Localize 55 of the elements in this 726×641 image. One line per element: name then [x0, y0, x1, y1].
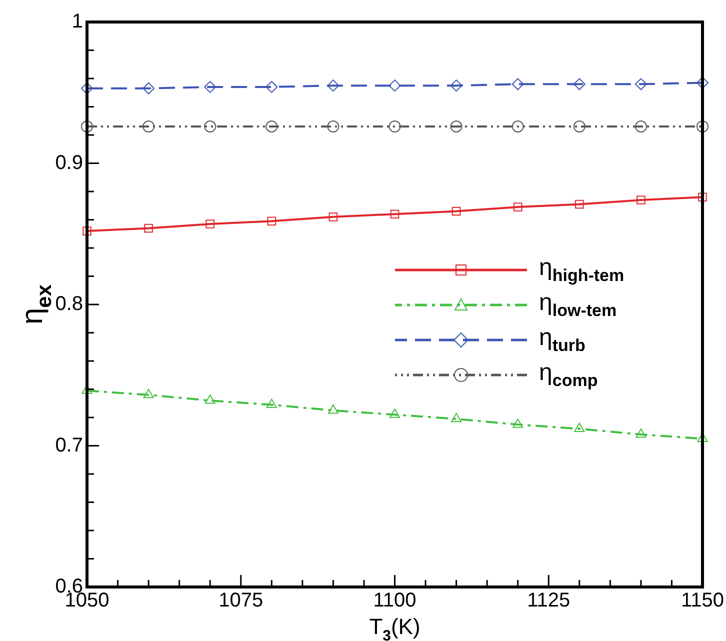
point	[204, 120, 216, 133]
point	[144, 224, 153, 233]
point	[452, 206, 461, 216]
point	[142, 120, 155, 133]
point	[142, 82, 155, 94]
legend-label: η$_{low-tem}$	[539, 288, 617, 320]
point	[575, 200, 584, 209]
point	[573, 78, 586, 90]
point	[573, 120, 586, 133]
point	[328, 212, 338, 222]
point	[267, 216, 276, 226]
point	[450, 80, 462, 92]
series-label: η$_{high-tem}$	[539, 254, 624, 286]
point	[512, 78, 524, 90]
point	[389, 408, 400, 418]
point	[696, 120, 708, 133]
point	[634, 78, 647, 90]
point	[204, 394, 216, 404]
x-tick-label: 1150	[680, 590, 724, 612]
point	[574, 422, 585, 432]
legend-label: η$_{turb}$	[539, 324, 586, 356]
legend-label: η$_{comp}$	[539, 358, 598, 390]
point	[698, 192, 707, 202]
y-tick-label: 0.7	[55, 434, 83, 456]
point	[636, 428, 646, 438]
point	[204, 80, 216, 93]
point	[450, 120, 462, 133]
point	[634, 120, 647, 133]
point	[328, 404, 338, 414]
point	[81, 82, 93, 94]
point	[266, 398, 277, 408]
x-tick-label: 1100	[373, 590, 416, 612]
point	[143, 388, 154, 398]
point	[451, 412, 462, 422]
point	[388, 120, 401, 133]
y-tick-label: 0.8	[55, 293, 83, 316]
y-tick-label: 1	[72, 10, 83, 33]
point	[266, 120, 278, 133]
point	[266, 80, 278, 93]
y-tick-label: 0.9	[55, 152, 83, 174]
point	[327, 120, 340, 133]
point	[512, 120, 524, 133]
point	[82, 226, 92, 236]
point	[390, 210, 400, 218]
x-tick-label: 1075	[218, 590, 264, 612]
point	[512, 418, 524, 428]
point	[636, 196, 646, 204]
point	[327, 80, 340, 92]
point	[696, 76, 708, 89]
x-tick-label: 1125	[527, 590, 570, 612]
point	[388, 80, 401, 92]
point	[206, 220, 214, 228]
point	[513, 202, 522, 212]
point	[81, 120, 93, 133]
y-axis-title: ηex	[16, 284, 56, 325]
